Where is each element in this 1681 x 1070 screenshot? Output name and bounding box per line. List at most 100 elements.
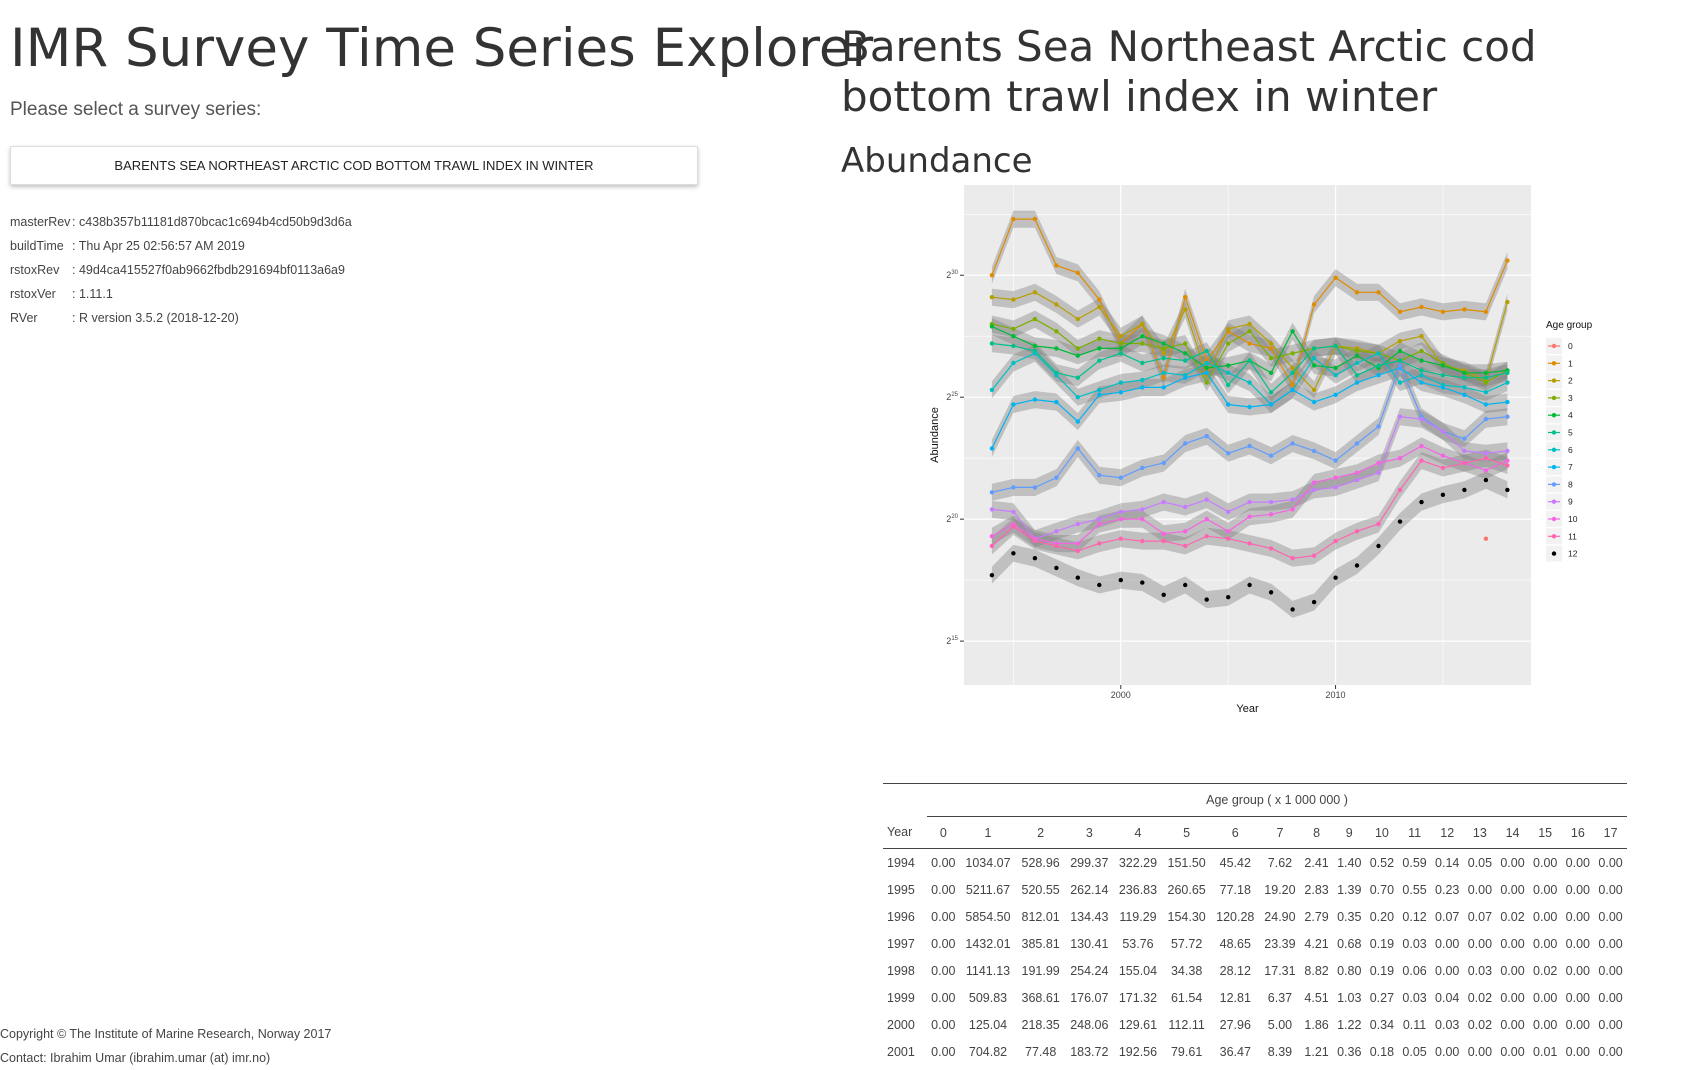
table-cell: 0.00 [931, 882, 956, 897]
table-cell: 0.23 [1435, 882, 1460, 897]
legend-key-point [1551, 430, 1557, 435]
table-cell: 0.00 [1533, 990, 1558, 1005]
build-info-value: c438b357b11181d870bcac1c694b4cd50b9d3d6a [78, 215, 352, 229]
table-cell: 0.52 [1369, 855, 1395, 870]
data-point [1505, 258, 1510, 263]
legend-key-point [1551, 499, 1557, 504]
data-point [1462, 370, 1467, 375]
table-cell: 0.18 [1369, 1044, 1395, 1059]
table-cell: 0.01 [1533, 1044, 1558, 1059]
data-point [1419, 416, 1424, 422]
data-point [1011, 334, 1016, 339]
data-point [1268, 512, 1274, 517]
data-point [1397, 363, 1403, 368]
data-point [1440, 492, 1446, 497]
data-point [1097, 473, 1102, 478]
data-point [1075, 446, 1080, 451]
data-point [1290, 507, 1295, 512]
data-point [1376, 363, 1381, 368]
data-point [1204, 365, 1209, 371]
table-cell: 27.96 [1219, 1017, 1251, 1032]
table-cell: 1.03 [1337, 990, 1362, 1005]
data-point [1462, 436, 1467, 441]
data-point [1419, 368, 1424, 373]
data-point [1354, 360, 1360, 366]
data-point [1505, 299, 1510, 305]
table-cell: 0.59 [1402, 855, 1427, 870]
data-point [989, 534, 995, 539]
data-point [1376, 351, 1381, 356]
legend-label: 2 [1568, 376, 1573, 386]
table-header-age: 5 [1162, 816, 1211, 849]
data-point [1204, 534, 1209, 539]
data-point [1419, 458, 1424, 463]
table-cell: 119.29 [1119, 909, 1157, 924]
data-point [1204, 360, 1209, 366]
table-cell: 0.00 [1533, 1017, 1558, 1032]
data-point [1011, 509, 1016, 514]
table-cell: 1.40 [1337, 855, 1362, 870]
data-point [1140, 538, 1145, 544]
data-point [1226, 595, 1231, 600]
table-cell: 0.00 [1533, 882, 1558, 897]
table-cell: 2.79 [1304, 909, 1329, 924]
table-cell: 262.14 [1070, 882, 1109, 897]
data-point [1268, 453, 1274, 458]
table-cell: 154.30 [1167, 909, 1206, 924]
legend-key-point [1551, 482, 1557, 487]
data-point [1483, 416, 1489, 422]
data-point [1268, 356, 1274, 361]
table-cell-year: 1999 [887, 990, 915, 1005]
table-cell: 0.12 [1402, 909, 1427, 924]
table-cell: 2.41 [1304, 855, 1329, 870]
y-tick-label: 225 [946, 392, 958, 402]
table-cell: 23.39 [1264, 936, 1296, 951]
survey-select-dropdown[interactable]: BARENTS SEA NORTHEAST ARCTIC COD BOTTOM … [10, 146, 698, 185]
data-point [1419, 304, 1424, 310]
legend-label: 8 [1568, 479, 1573, 489]
data-point [1311, 487, 1317, 493]
table-cell: 236.83 [1118, 882, 1158, 897]
table-header-age: 17 [1594, 816, 1627, 849]
table-cell-year: 2001 [887, 1044, 915, 1059]
data-point [989, 490, 995, 495]
legend-label: 10 [1568, 514, 1578, 524]
legend-label: 11 [1568, 531, 1577, 541]
data-point [1483, 468, 1489, 473]
data-point [1118, 390, 1123, 395]
data-point [1376, 543, 1381, 549]
x-tick-label: 2010 [1326, 690, 1346, 700]
table-cell: 0.00 [1598, 963, 1623, 978]
table-cell: 0.00 [1435, 963, 1460, 978]
data-point [1290, 441, 1295, 446]
data-point [1183, 375, 1188, 380]
data-point [1183, 543, 1188, 549]
table-cell: 24.90 [1264, 909, 1296, 924]
table-cell-year: 2000 [887, 1017, 915, 1032]
table-cell: 0.70 [1369, 882, 1395, 897]
data-point [1333, 343, 1338, 349]
table-cell: 0.03 [1402, 990, 1427, 1005]
build-info-separator: : [72, 263, 79, 277]
y-tick-base: 2 [946, 636, 951, 646]
table-cell: 0.07 [1435, 909, 1460, 924]
data-point [1097, 582, 1102, 588]
table-cell: 77.18 [1219, 882, 1251, 897]
data-point [1204, 597, 1209, 602]
table-cell: 1.86 [1304, 1017, 1329, 1032]
table-cell: 0.00 [1500, 1044, 1525, 1059]
data-point [1140, 385, 1145, 390]
table-header-age: 4 [1113, 816, 1163, 849]
table-cell: 36.47 [1219, 1044, 1251, 1059]
table-cell: 0.00 [1500, 855, 1525, 870]
table-header-age: 16 [1561, 816, 1595, 849]
data-point [1054, 263, 1059, 268]
data-point [1161, 341, 1166, 346]
legend-label: 9 [1568, 497, 1573, 507]
ci-ribbon [991, 344, 1508, 413]
data-point [1333, 458, 1338, 463]
data-point [1140, 377, 1145, 383]
legend-key-point [1551, 361, 1557, 366]
data-point [1247, 380, 1252, 385]
table-cell: 0.11 [1402, 1017, 1427, 1032]
